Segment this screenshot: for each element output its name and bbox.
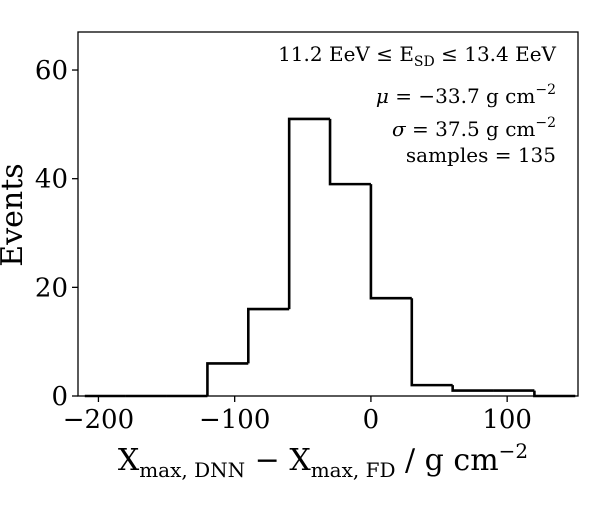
y-tick-label: 20 bbox=[35, 273, 68, 303]
histogram-bin bbox=[206, 362, 249, 396]
x-axis-label: Xmax, DNN − Xmax, FD / g cm−2 bbox=[118, 439, 528, 482]
plot-frame bbox=[77, 31, 579, 397]
x-tick-label: −100 bbox=[199, 405, 270, 435]
y-tick-label: 0 bbox=[51, 382, 68, 412]
samples-annotation: samples = 135 bbox=[406, 143, 556, 167]
y-tick-label: 40 bbox=[35, 165, 68, 195]
histogram-bin bbox=[533, 390, 576, 398]
histogram-bin bbox=[369, 184, 412, 300]
histogram-bin bbox=[247, 307, 290, 364]
x-tick-label: 0 bbox=[363, 405, 380, 435]
x-tick-label: 100 bbox=[482, 405, 532, 435]
y-tick-label: 60 bbox=[35, 56, 68, 86]
histogram-bin bbox=[451, 385, 494, 392]
sigma-annotation: σ = 37.5 g cm−2 bbox=[392, 115, 556, 141]
plot-area: −200 −100 0 100 0 20 40 60 bbox=[35, 31, 579, 435]
histogram-bin bbox=[328, 118, 371, 186]
histogram-bin bbox=[410, 298, 453, 387]
y-axis-label: Events bbox=[0, 163, 30, 266]
x-tick-label: −200 bbox=[63, 405, 134, 435]
histogram-bin bbox=[287, 117, 331, 310]
mean-annotation: μ = −33.7 g cm−2 bbox=[376, 82, 556, 108]
energy-range-annotation: 11.2 EeV ≤ ESD ≤ 13.4 EeV bbox=[278, 42, 556, 70]
